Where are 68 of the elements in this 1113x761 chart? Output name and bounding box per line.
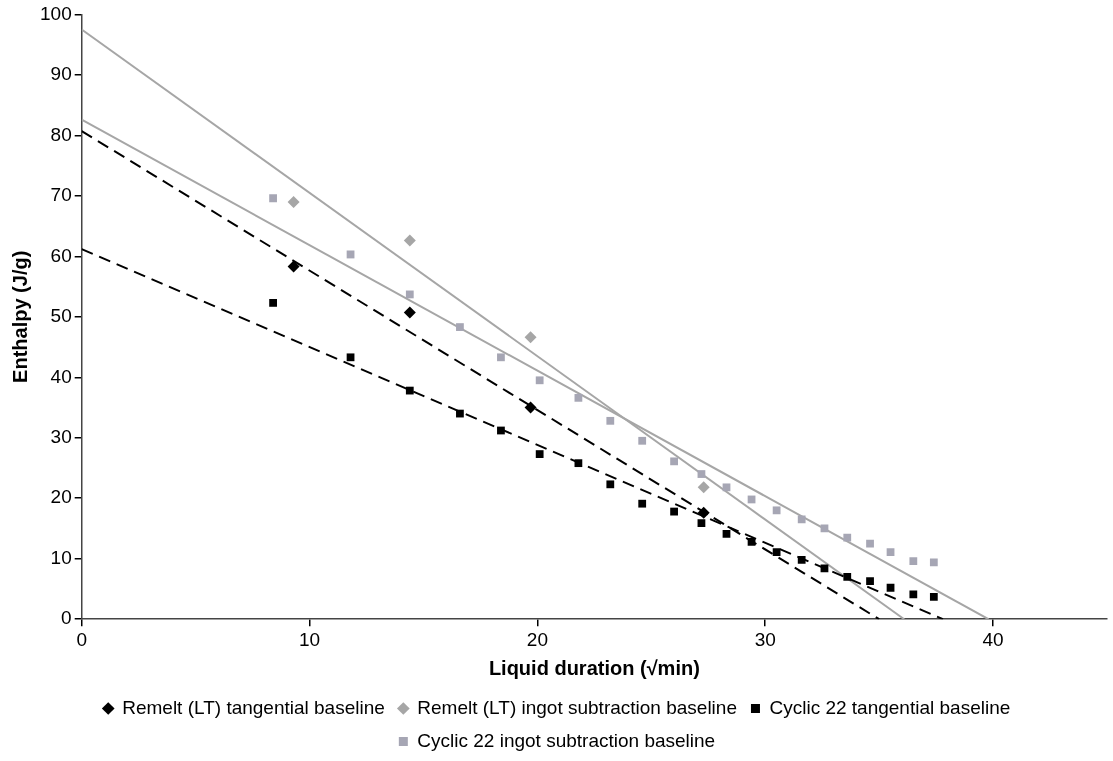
point	[403, 306, 416, 319]
point	[843, 572, 852, 581]
point	[606, 416, 615, 425]
y-tick-label: 60	[50, 244, 72, 266]
point	[606, 480, 615, 489]
point	[866, 539, 874, 548]
x-axis-title: Liquid duration (√min)	[488, 656, 700, 679]
y-tick-label: 50	[50, 305, 72, 327]
point	[866, 577, 874, 585]
legend-label: Cyclic 22 ingot subtraction baseline	[417, 729, 716, 751]
x-tick-label: 0	[76, 628, 87, 650]
point	[574, 459, 583, 468]
point	[797, 515, 806, 524]
point	[497, 353, 505, 362]
y-tick-label: 40	[50, 365, 72, 387]
point	[535, 450, 544, 458]
point	[797, 556, 806, 564]
point	[287, 195, 300, 208]
y-tick-label: 30	[50, 425, 72, 447]
y-axis-title: Enthalpy (J/g)	[8, 250, 31, 383]
point	[909, 557, 918, 566]
legend-label: Remelt (LT) tangential baseline	[122, 696, 385, 718]
point	[524, 331, 537, 344]
point	[886, 548, 895, 556]
x-tick-label: 30	[754, 628, 776, 650]
y-tick-label: 90	[50, 63, 72, 85]
legend-label: Remelt (LT) ingot subtraction baseline	[417, 696, 737, 718]
point	[670, 507, 678, 516]
point	[638, 499, 647, 508]
y-tick-label: 100	[40, 2, 72, 24]
point	[670, 457, 678, 466]
point	[405, 386, 414, 395]
point	[535, 376, 544, 385]
point	[524, 401, 537, 414]
point	[456, 409, 464, 418]
point	[405, 290, 414, 299]
point	[722, 483, 731, 492]
point	[638, 436, 647, 445]
y-tick-label: 80	[50, 123, 72, 145]
x-tick-label: 10	[298, 628, 321, 650]
point	[697, 470, 706, 478]
y-tick-label: 10	[50, 546, 72, 568]
y-tick-label: 20	[50, 486, 72, 508]
y-tick-label: 70	[50, 184, 72, 206]
point	[843, 533, 852, 542]
point	[403, 234, 416, 247]
point	[772, 506, 781, 515]
point	[497, 426, 505, 435]
point	[574, 393, 583, 402]
point	[697, 481, 710, 494]
point	[929, 592, 938, 601]
point	[697, 519, 706, 527]
point	[346, 353, 355, 362]
point	[747, 537, 756, 546]
point	[772, 548, 781, 556]
x-tick-label: 20	[526, 628, 548, 650]
point	[909, 590, 918, 599]
x-tick-label: 40	[982, 628, 1004, 650]
point	[287, 260, 300, 273]
point	[456, 323, 464, 331]
point	[929, 558, 938, 567]
point	[269, 299, 277, 307]
point	[697, 506, 710, 519]
y-tick-label: 0	[61, 607, 72, 629]
point	[269, 194, 277, 203]
legend-label: Cyclic 22 tangential baseline	[769, 696, 1011, 718]
point	[722, 530, 731, 538]
point	[886, 583, 895, 592]
